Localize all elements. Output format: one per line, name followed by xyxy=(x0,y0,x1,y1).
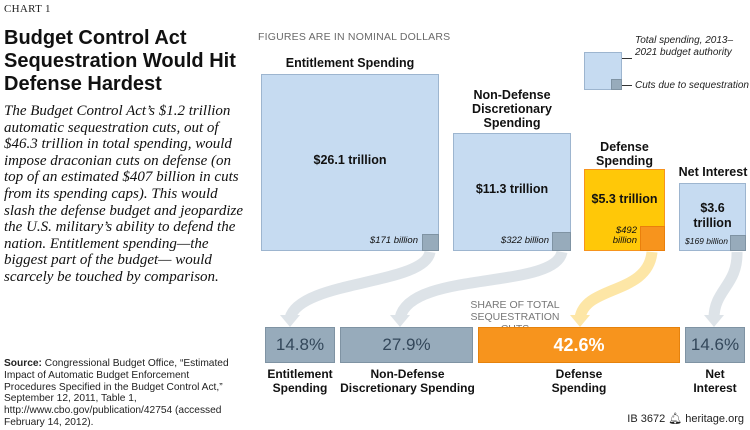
arrow-entitlement xyxy=(284,249,436,321)
share-bar-nondefense: 27.9% xyxy=(340,327,473,363)
title-defense: Defense Spending xyxy=(596,140,653,168)
chart-label: CHART 1 xyxy=(4,3,51,15)
cut-defense xyxy=(640,226,665,251)
legend-cut-swatch xyxy=(611,79,622,90)
title-net-interest: Net Interest xyxy=(678,165,748,179)
cut-entitlement xyxy=(422,234,439,251)
legend-cuts-label: Cuts due to sequestration xyxy=(635,80,749,91)
share-bar-net-interest: 14.6% xyxy=(685,327,745,363)
title-entitlement: Entitlement Spending xyxy=(285,56,415,70)
cut-label-entitlement: $171 billion xyxy=(369,235,418,246)
cut-net-interest xyxy=(730,235,746,251)
units-note: FIGURES ARE IN NOMINAL DOLLARS xyxy=(258,31,451,43)
bottom-label-net-interest: Net Interest xyxy=(693,367,737,395)
bottom-label-defense: Defense Spending xyxy=(551,367,607,395)
share-bar-entitlement: 14.8% xyxy=(265,327,335,363)
arrowhead-entitlement xyxy=(280,315,300,327)
arrowhead-net-interest xyxy=(704,315,724,327)
chart-title: Budget Control Act Sequestration Would H… xyxy=(4,27,236,95)
box-net-interest: $3.6 trillion $169 billion xyxy=(679,183,746,251)
cut-label-defense: $492 billion xyxy=(612,225,637,246)
box-defense: $5.3 trillion $492 billion xyxy=(584,169,665,251)
footer: IB 3672 🔔︎ heritage.org xyxy=(627,412,744,425)
legend-leader-cuts xyxy=(622,85,632,86)
legend-total-swatch xyxy=(584,52,622,90)
arrow-defense xyxy=(574,250,658,320)
total-net-interest: $3.6 trillion xyxy=(693,201,732,230)
arrow-net-interest xyxy=(708,251,743,319)
chart-description: The Budget Control Act’s $1.2 trillion a… xyxy=(4,103,243,285)
bottom-label-nondefense: Non-Defense Discretionary Spending xyxy=(340,367,475,395)
source-text: Congressional Budget Office, “Estimated … xyxy=(4,358,229,428)
share-bar-defense: 42.6% xyxy=(478,327,680,363)
total-entitlement: $26.1 trillion xyxy=(313,153,387,167)
site-link[interactable]: heritage.org xyxy=(685,413,744,425)
arrowhead-nondefense xyxy=(390,315,410,327)
arrowhead-defense xyxy=(570,315,590,327)
cut-nondefense xyxy=(552,232,571,251)
source-note: Source: Congressional Budget Office, “Es… xyxy=(4,358,244,429)
box-entitlement: $26.1 trillion $171 billion xyxy=(261,74,439,251)
cut-label-net-interest: $169 billion xyxy=(684,236,728,246)
box-nondefense: $11.3 trillion $322 billion xyxy=(453,133,571,251)
publication-id: IB 3672 xyxy=(627,413,666,425)
legend-leader-total xyxy=(622,58,632,59)
cut-label-nondefense: $322 billion xyxy=(500,235,549,246)
total-nondefense: $11.3 trillion xyxy=(475,182,549,196)
source-label: Source: xyxy=(4,358,42,369)
arrow-nondefense xyxy=(394,249,568,320)
total-defense: $5.3 trillion xyxy=(591,192,658,206)
bell-icon: 🔔︎ xyxy=(668,413,683,425)
bottom-label-entitlement: Entitlement Spending xyxy=(267,367,333,395)
legend-total-label: Total spending, 2013–2021 budget authori… xyxy=(635,35,734,58)
title-nondefense: Non-Defense Discretionary Spending xyxy=(472,88,552,130)
